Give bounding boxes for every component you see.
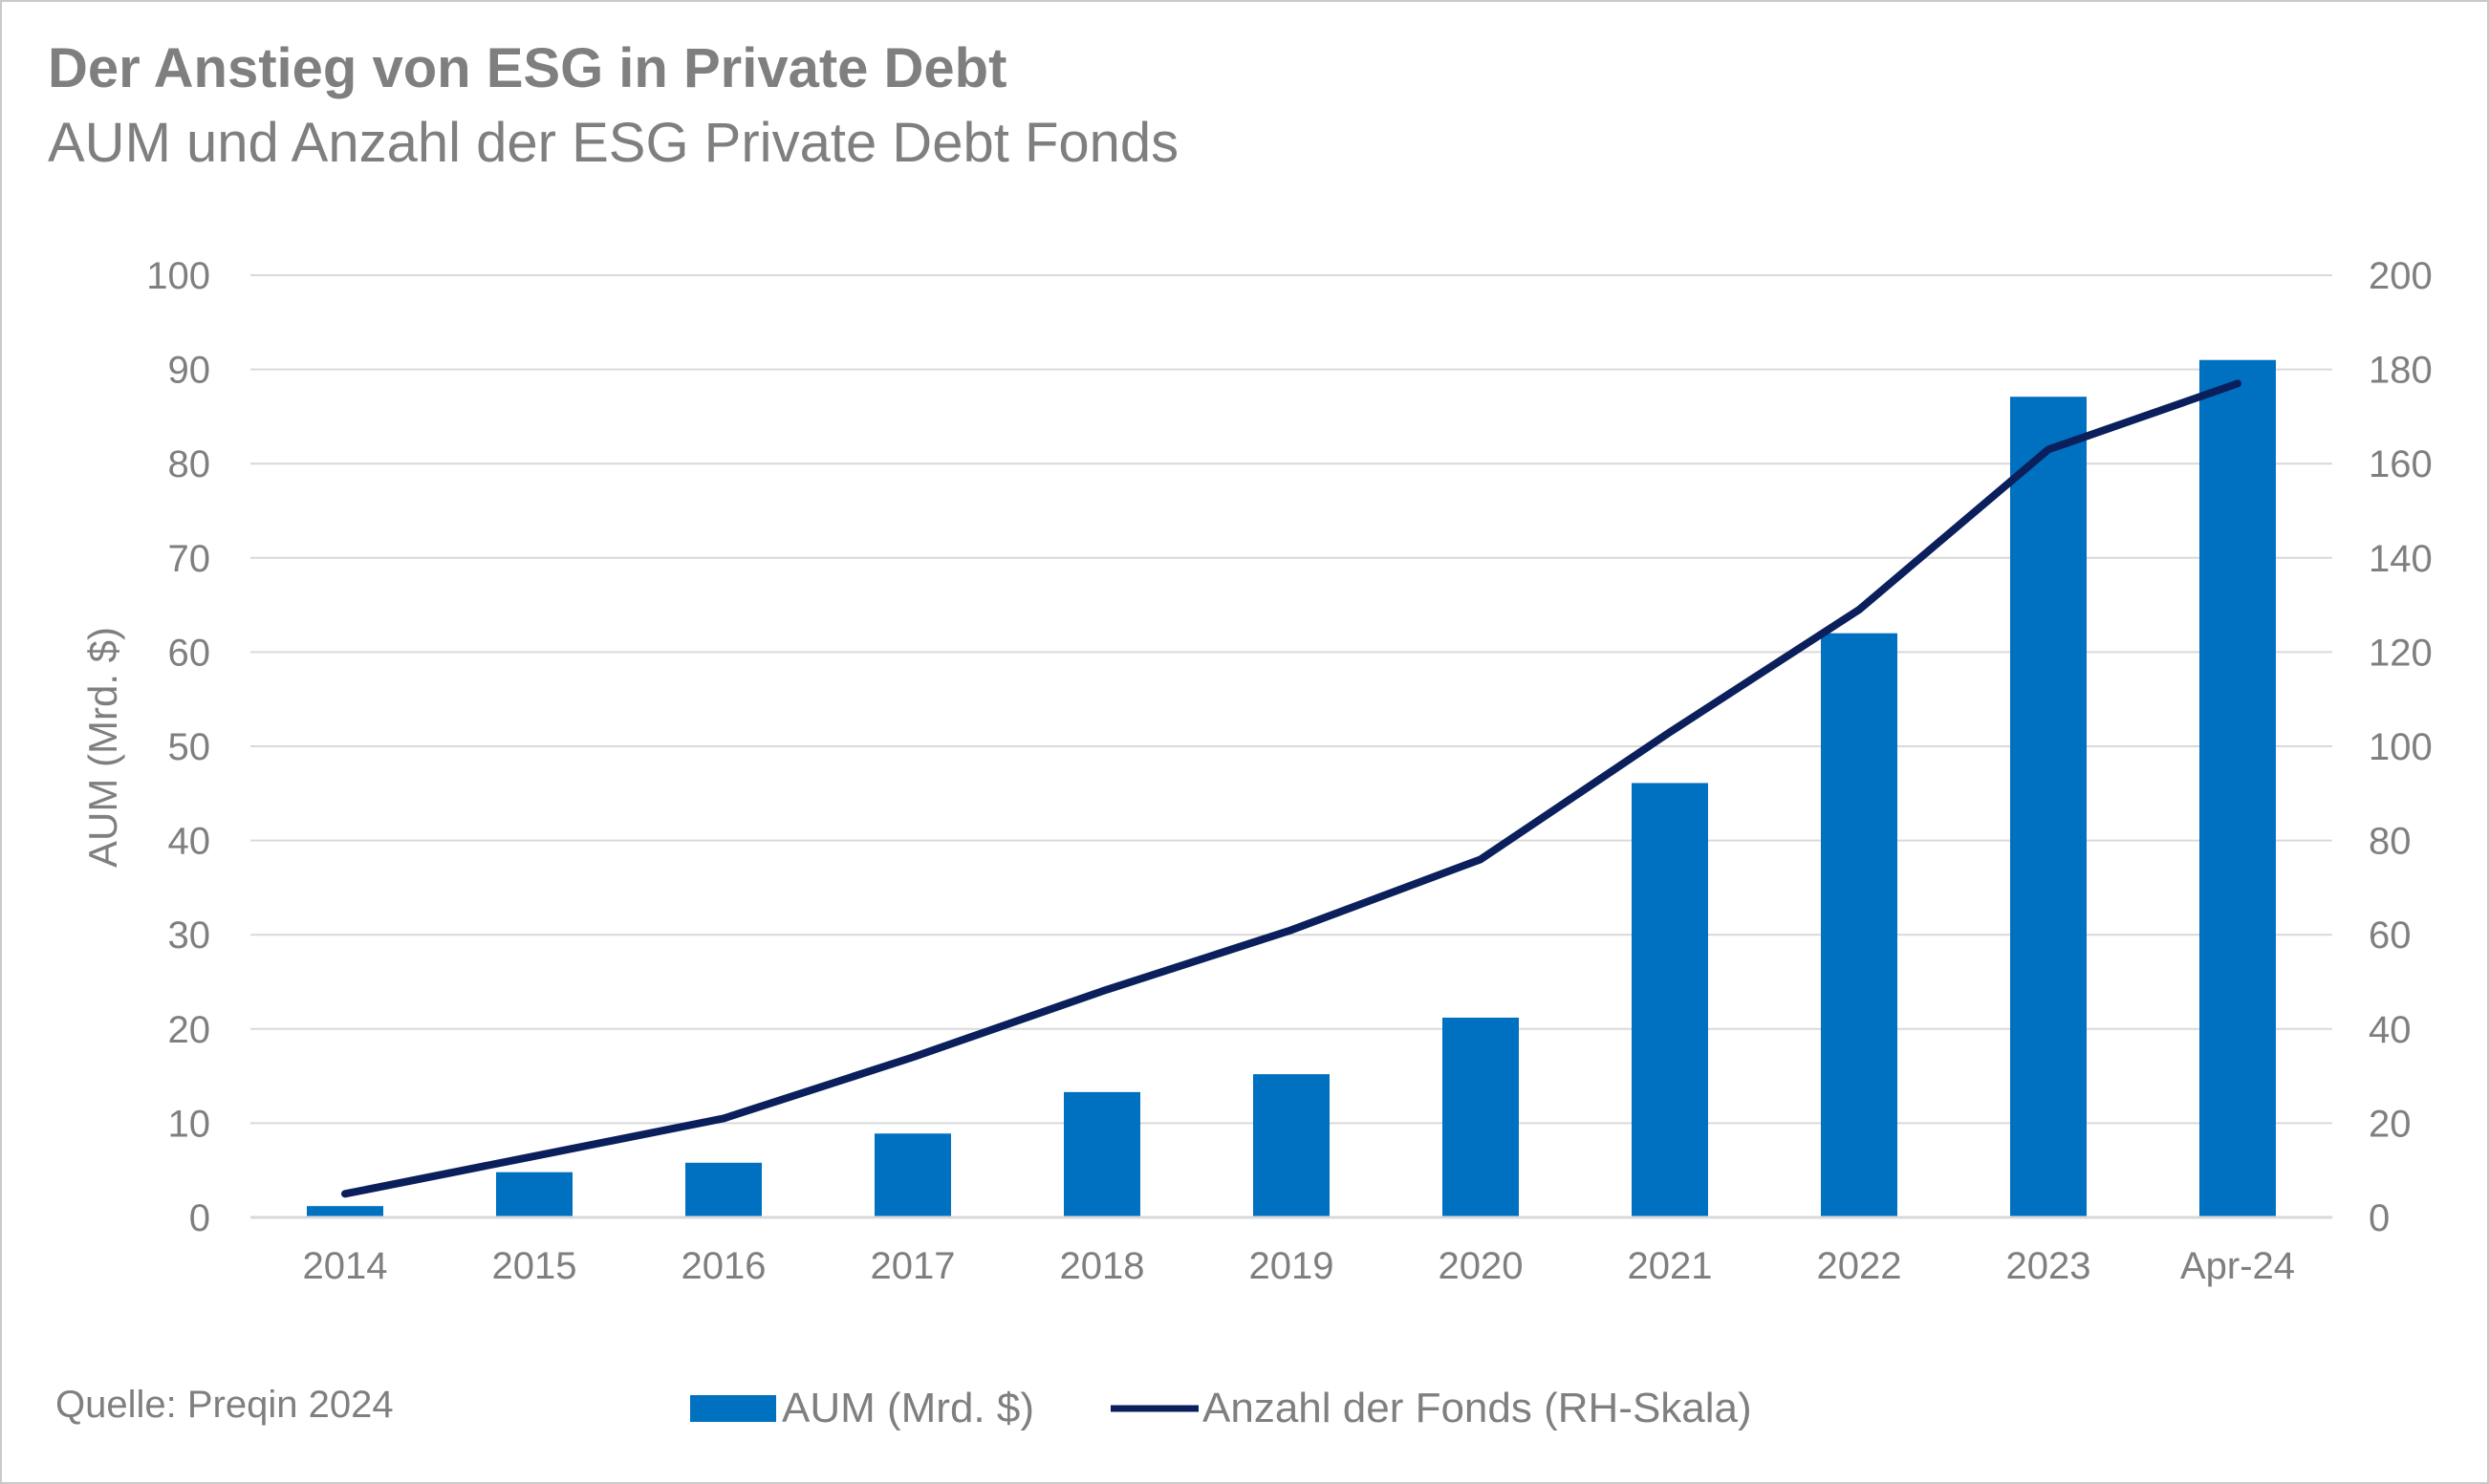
chart-subtitle: AUM und Anzahl der ESG Private Debt Fond… bbox=[48, 112, 1180, 174]
point-funds bbox=[2236, 381, 2240, 386]
x-tick-label: 2017 bbox=[871, 1245, 956, 1287]
y-tick-label: 30 bbox=[168, 914, 211, 957]
y-tick-label: 90 bbox=[168, 350, 211, 392]
y-tick-label: 0 bbox=[189, 1197, 210, 1239]
y2-tick-label: 40 bbox=[2369, 1009, 2412, 1051]
y-tick-label: 10 bbox=[168, 1103, 211, 1145]
y2-tick-label: 160 bbox=[2369, 443, 2433, 485]
legend-label-funds: Anzahl der Fonds (RH-Skala) bbox=[1202, 1385, 1752, 1431]
y2-tick-label: 80 bbox=[2369, 821, 2412, 863]
x-tick-label: 2022 bbox=[1817, 1245, 1902, 1287]
y2-tick-label: 120 bbox=[2369, 632, 2433, 674]
legend: AUM (Mrd. $) Anzahl der Fonds (RH-Skala) bbox=[690, 1385, 1752, 1431]
bar-aum bbox=[1632, 783, 1708, 1217]
y-tick-label: 40 bbox=[168, 821, 211, 863]
y-tick-label: 60 bbox=[168, 632, 211, 674]
y2-tick-label: 60 bbox=[2369, 914, 2412, 957]
point-funds bbox=[532, 1153, 536, 1158]
y-axis-title: AUM (Mrd. $) bbox=[80, 627, 125, 868]
y2-tick-label: 200 bbox=[2369, 255, 2433, 297]
point-funds bbox=[911, 1055, 915, 1060]
x-tick-label: 2023 bbox=[2006, 1245, 2091, 1287]
point-funds bbox=[343, 1192, 347, 1196]
x-tick-label: 2020 bbox=[1439, 1245, 1524, 1287]
y-tick-label: 20 bbox=[168, 1009, 211, 1051]
x-tick-label: 2015 bbox=[492, 1245, 577, 1287]
bar-series bbox=[307, 359, 2276, 1218]
y2-tick-label: 100 bbox=[2369, 726, 2433, 768]
y2-tick-label: 0 bbox=[2369, 1197, 2390, 1239]
x-tick-label: Apr-24 bbox=[2180, 1245, 2295, 1287]
y2-tick-label: 180 bbox=[2369, 350, 2433, 392]
point-funds bbox=[2046, 447, 2050, 452]
point-funds bbox=[1100, 989, 1104, 994]
y-tick-label: 50 bbox=[168, 726, 211, 768]
x-tick-label: 2021 bbox=[1628, 1245, 1713, 1287]
x-tick-label: 2018 bbox=[1060, 1245, 1145, 1287]
bar-aum bbox=[496, 1172, 573, 1217]
line-series bbox=[341, 379, 2241, 1198]
source-note: Quelle: Preqin 2024 bbox=[55, 1384, 394, 1426]
point-funds bbox=[1668, 730, 1672, 735]
axes: 0 10 20 30 40 50 60 70 80 90 100 0 20 40 60 80 100 120 140… bbox=[146, 255, 2433, 1287]
bar-aum bbox=[2010, 397, 2087, 1218]
line-funds bbox=[341, 379, 2241, 1198]
bar-aum bbox=[685, 1162, 762, 1217]
point-funds bbox=[1857, 608, 1861, 613]
chart-title: Der Anstieg von ESG in Private Debt bbox=[48, 37, 1007, 99]
bar-aum bbox=[1064, 1091, 1140, 1217]
y-tick-label: 70 bbox=[168, 538, 211, 580]
bar-aum bbox=[1821, 633, 1897, 1217]
x-tick-label: 2016 bbox=[682, 1245, 767, 1287]
legend-swatch-aum bbox=[690, 1395, 776, 1422]
legend-label-aum: AUM (Mrd. $) bbox=[782, 1385, 1034, 1431]
y-tick-label: 100 bbox=[146, 255, 210, 297]
point-funds bbox=[1479, 857, 1483, 862]
bar-aum bbox=[1253, 1074, 1330, 1217]
y-tick-label: 80 bbox=[168, 443, 211, 485]
point-funds bbox=[1289, 928, 1293, 933]
bar-aum bbox=[875, 1133, 951, 1217]
bar-aum bbox=[1442, 1017, 1519, 1217]
x-tick-label: 2014 bbox=[303, 1245, 388, 1287]
point-funds bbox=[722, 1116, 725, 1121]
bar-aum bbox=[2199, 359, 2276, 1217]
y2-tick-label: 20 bbox=[2369, 1103, 2412, 1145]
x-tick-label: 2019 bbox=[1249, 1245, 1334, 1287]
y2-tick-label: 140 bbox=[2369, 538, 2433, 580]
bar-aum bbox=[307, 1206, 383, 1217]
